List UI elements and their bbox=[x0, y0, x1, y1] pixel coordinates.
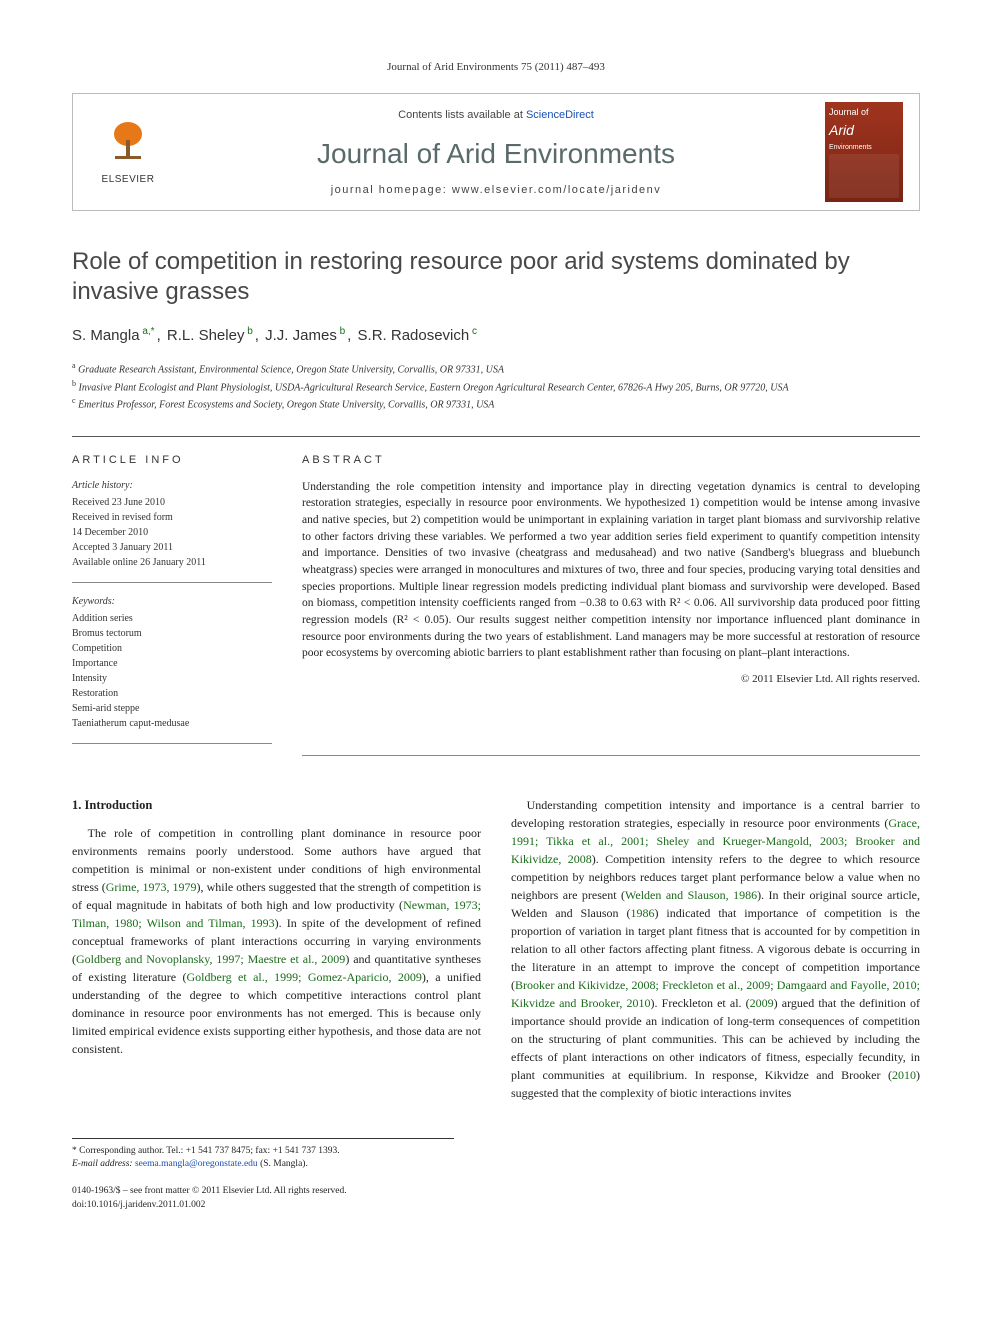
author: S.R. Radosevich c bbox=[358, 327, 478, 344]
elsevier-logo[interactable]: ELSEVIER bbox=[93, 112, 163, 192]
article-info-head: ARTICLE INFO bbox=[72, 453, 272, 468]
cover-title: Arid bbox=[829, 121, 899, 141]
body-col-right: Understanding competition intensity and … bbox=[511, 796, 920, 1102]
elsevier-wordmark: ELSEVIER bbox=[102, 173, 155, 187]
email-suffix: (S. Mangla). bbox=[258, 1159, 308, 1169]
journal-name: Journal of Arid Environments bbox=[193, 134, 799, 173]
cover-thumb-block: Journal of Arid Environments bbox=[809, 94, 919, 210]
abstract-column: ABSTRACT Understanding the role competit… bbox=[302, 437, 920, 755]
email-label: E-mail address: bbox=[72, 1159, 135, 1169]
keyword: Restoration bbox=[72, 686, 272, 701]
citation[interactable]: Welden and Slauson, 1986 bbox=[625, 888, 757, 902]
corresponding-line: * Corresponding author. Tel.: +1 541 737… bbox=[72, 1145, 454, 1158]
document-footer: 0140-1963/$ – see front matter © 2011 El… bbox=[72, 1185, 920, 1212]
abstract-head: ABSTRACT bbox=[302, 453, 920, 468]
corresponding-author-foot: * Corresponding author. Tel.: +1 541 737… bbox=[72, 1138, 454, 1172]
journal-cover-thumb[interactable]: Journal of Arid Environments bbox=[825, 102, 903, 202]
abstract-text: Understanding the role competition inten… bbox=[302, 479, 920, 662]
elsevier-tree-icon bbox=[105, 118, 151, 171]
article-info-column: ARTICLE INFO Article history: Received 2… bbox=[72, 437, 272, 755]
author: R.L. Sheley b bbox=[167, 327, 253, 344]
keyword: Intensity bbox=[72, 671, 272, 686]
citation[interactable]: Brooker and Kikividze, 2008; Freckleton … bbox=[511, 978, 920, 1010]
affiliations: a Graduate Research Assistant, Environme… bbox=[72, 360, 920, 412]
citation[interactable]: Goldberg et al., 1999; Gomez-Aparicio, 2… bbox=[187, 970, 422, 984]
body-paragraph: Understanding competition intensity and … bbox=[511, 796, 920, 1102]
cover-map-graphic bbox=[829, 154, 899, 198]
keyword: Taeniatherum caput-medusae bbox=[72, 716, 272, 731]
body-columns: 1. Introduction The role of competition … bbox=[72, 796, 920, 1102]
citation[interactable]: Grime, 1973, 1979 bbox=[106, 880, 197, 894]
abstract-copyright: © 2011 Elsevier Ltd. All rights reserved… bbox=[302, 672, 920, 687]
article-title: Role of competition in restoring resourc… bbox=[72, 247, 920, 307]
citation[interactable]: 2010 bbox=[892, 1068, 916, 1082]
article-history-block: Article history: Received 23 June 2010Re… bbox=[72, 479, 272, 583]
affiliation: b Invasive Plant Ecologist and Plant Phy… bbox=[72, 378, 920, 395]
masthead-center: Contents lists available at ScienceDirec… bbox=[183, 94, 809, 210]
history-line: 14 December 2010 bbox=[72, 525, 272, 540]
author: J.J. James b bbox=[265, 327, 345, 344]
contents-line: Contents lists available at ScienceDirec… bbox=[193, 108, 799, 123]
citation[interactable]: Grace, 1991; Tikka et al., 2001; Sheley … bbox=[511, 816, 920, 866]
body-paragraph: The role of competition in controlling p… bbox=[72, 824, 481, 1058]
contents-prefix: Contents lists available at bbox=[398, 109, 526, 121]
citation[interactable]: 2009 bbox=[750, 996, 774, 1010]
corresponding-email-line: E-mail address: seema.mangla@oregonstate… bbox=[72, 1158, 454, 1171]
running-head: Journal of Arid Environments 75 (2011) 4… bbox=[72, 60, 920, 75]
affiliation: c Emeritus Professor, Forest Ecosystems … bbox=[72, 395, 920, 412]
citation[interactable]: Newman, 1973; Tilman, 1980; Wilson and T… bbox=[72, 898, 481, 930]
history-label: Article history: bbox=[72, 479, 272, 493]
citation[interactable]: Goldberg and Novoplansky, 1997; Maestre … bbox=[76, 952, 345, 966]
sciencedirect-link[interactable]: ScienceDirect bbox=[526, 109, 594, 121]
section-head-intro: 1. Introduction bbox=[72, 796, 481, 815]
keyword: Competition bbox=[72, 641, 272, 656]
masthead: ELSEVIER Contents lists available at Sci… bbox=[72, 93, 920, 211]
citation[interactable]: 1986 bbox=[631, 906, 655, 920]
author: S. Mangla a,* bbox=[72, 327, 155, 344]
history-line: Received 23 June 2010 bbox=[72, 495, 272, 510]
cover-small-text2: Environments bbox=[829, 143, 899, 153]
keyword: Addition series bbox=[72, 611, 272, 626]
affiliation: a Graduate Research Assistant, Environme… bbox=[72, 360, 920, 377]
keyword: Semi-arid steppe bbox=[72, 701, 272, 716]
publisher-logo-block: ELSEVIER bbox=[73, 94, 183, 210]
front-matter-line: 0140-1963/$ – see front matter © 2011 El… bbox=[72, 1185, 920, 1198]
history-line: Received in revised form bbox=[72, 510, 272, 525]
doi-line: doi:10.1016/j.jaridenv.2011.01.002 bbox=[72, 1199, 920, 1212]
homepage-label: journal homepage: bbox=[331, 184, 452, 196]
keywords-label: Keywords: bbox=[72, 595, 272, 609]
journal-homepage: journal homepage: www.elsevier.com/locat… bbox=[193, 183, 799, 198]
author-line: S. Mangla a,*, R.L. Sheley b, J.J. James… bbox=[72, 325, 920, 346]
history-line: Available online 26 January 2011 bbox=[72, 555, 272, 570]
keyword: Bromus tectorum bbox=[72, 626, 272, 641]
keyword: Importance bbox=[72, 656, 272, 671]
corresponding-email[interactable]: seema.mangla@oregonstate.edu bbox=[135, 1159, 258, 1169]
body-col-left: 1. Introduction The role of competition … bbox=[72, 796, 481, 1102]
keywords-block: Keywords: Addition seriesBromus tectorum… bbox=[72, 595, 272, 744]
cover-small-text: Journal of bbox=[829, 106, 899, 119]
history-line: Accepted 3 January 2011 bbox=[72, 540, 272, 555]
homepage-url[interactable]: www.elsevier.com/locate/jaridenv bbox=[452, 184, 661, 196]
